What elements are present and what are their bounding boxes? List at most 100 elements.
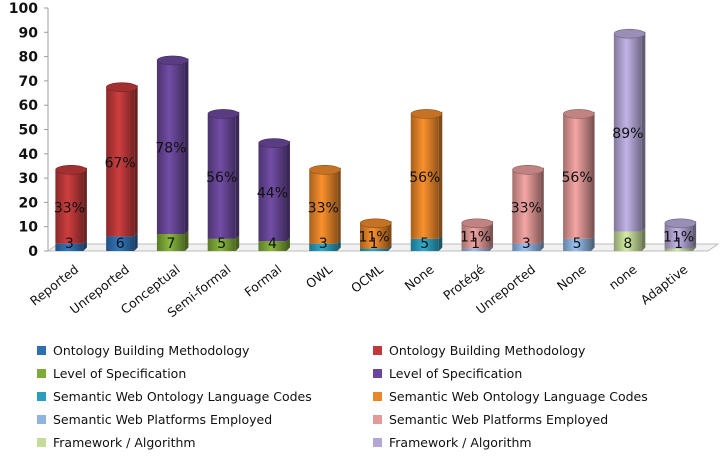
bar-count-segment-side bbox=[286, 237, 290, 251]
x-category-label: None bbox=[554, 261, 589, 293]
bar-top-cap bbox=[562, 109, 595, 119]
bar-percent-label: 89% bbox=[612, 126, 643, 142]
bar-percent-segment bbox=[512, 170, 541, 244]
bar-count-segment bbox=[106, 236, 135, 251]
chart-legend: Ontology Building Methodology Ontology Bu… bbox=[0, 341, 728, 459]
bar-percent-label: 44% bbox=[257, 186, 288, 202]
bar-count-segment-side bbox=[692, 245, 697, 251]
bar-count-label: 5 bbox=[420, 236, 429, 252]
bar-group bbox=[55, 165, 87, 251]
bar-count-label: 3 bbox=[522, 236, 531, 252]
bar-percent-label: 56% bbox=[206, 170, 237, 186]
bar-count-segment-side bbox=[83, 240, 87, 251]
bar-percent-label: 78% bbox=[155, 141, 186, 157]
legend-swatch bbox=[37, 392, 46, 401]
bar-top-cap bbox=[664, 218, 697, 229]
bar-percent-segment-side bbox=[692, 220, 697, 249]
bar-count-segment bbox=[207, 238, 236, 251]
bar-percent-label: 33% bbox=[54, 200, 85, 216]
x-category-label: none bbox=[606, 261, 640, 292]
bar-group bbox=[613, 28, 646, 251]
bar-percent-segment bbox=[664, 224, 693, 249]
bar-count-segment-side bbox=[337, 240, 341, 251]
bar-group bbox=[562, 109, 595, 251]
legend-swatch bbox=[37, 415, 46, 424]
bar-count-segment-side bbox=[489, 245, 494, 251]
bar-group bbox=[664, 218, 697, 251]
y-tick-label: 70 bbox=[19, 74, 39, 90]
bar-count-segment bbox=[360, 248, 388, 251]
bar-percent-segment bbox=[106, 88, 135, 237]
bar-count-segment-side bbox=[540, 240, 544, 251]
x-category-label: Formal bbox=[241, 262, 284, 300]
bar-percent-segment-side bbox=[286, 140, 290, 242]
legend-swatch bbox=[373, 369, 382, 378]
y-tick-label: 100 bbox=[9, 1, 38, 17]
bar-count-label: 1 bbox=[471, 236, 480, 252]
bar-count-label: 8 bbox=[623, 236, 632, 252]
bar-percent-segment-side bbox=[591, 111, 595, 239]
bar-top-cap bbox=[410, 109, 443, 119]
bar-percent-segment-side bbox=[438, 111, 443, 239]
bar-count-segment bbox=[664, 248, 693, 251]
bar-top-cap bbox=[207, 109, 240, 119]
bar-top-cap bbox=[55, 165, 87, 175]
bar-count-segment bbox=[461, 248, 490, 251]
legend-label: Ontology Building Methodology bbox=[389, 343, 586, 358]
legend-item: Semantic Web Ontology Language Codes bbox=[373, 389, 648, 404]
bar-count-segment-side bbox=[235, 235, 240, 251]
bar-count-label: 5 bbox=[573, 236, 582, 252]
bar-count-segment-side bbox=[591, 235, 595, 251]
y-tick-label: 60 bbox=[19, 98, 39, 114]
x-category-label: None bbox=[402, 261, 437, 293]
legend-label: Semantic Web Ontology Language Codes bbox=[53, 389, 312, 404]
bar-count-segment bbox=[55, 243, 84, 251]
legend-label: Level of Specification bbox=[389, 366, 523, 381]
legend-swatch bbox=[37, 346, 46, 355]
bar-group bbox=[156, 55, 189, 251]
bar-count-segment bbox=[156, 233, 185, 251]
bar-top-cap bbox=[156, 55, 189, 66]
bar-count-label: 3 bbox=[65, 236, 74, 252]
bar-count-segment-side bbox=[184, 230, 189, 251]
bar-chart: 0102030405060708090100333%667%778%556%44… bbox=[9, 1, 720, 320]
bar-percent-segment bbox=[156, 61, 185, 234]
bar-percent-segment bbox=[410, 114, 439, 239]
bar-group bbox=[461, 218, 494, 251]
bar-count-segment bbox=[309, 243, 338, 251]
bar-percent-label: 33% bbox=[511, 200, 542, 216]
legend-swatch bbox=[373, 346, 382, 355]
bar-count-label: 3 bbox=[319, 236, 328, 252]
bar-group bbox=[207, 109, 240, 251]
bar-percent-segment bbox=[207, 114, 236, 239]
legend-item: Level of Specification bbox=[373, 366, 522, 381]
bar-top-cap bbox=[359, 218, 392, 229]
bar-percent-label: 67% bbox=[105, 155, 136, 171]
bar-count-label: 1 bbox=[370, 236, 379, 252]
bar-percent-segment bbox=[55, 170, 84, 244]
y-tick-label: 0 bbox=[28, 244, 38, 260]
bar-percent-label: 56% bbox=[562, 170, 593, 186]
y-tick-label: 10 bbox=[19, 220, 39, 236]
bar-count-segment-side bbox=[388, 245, 392, 251]
bar-group bbox=[410, 109, 443, 251]
bar-percent-segment-side bbox=[540, 167, 544, 244]
bar-percent-segment bbox=[563, 114, 592, 239]
bar-top-cap bbox=[613, 28, 646, 39]
bar-percent-segment-side bbox=[388, 220, 392, 249]
y-tick-label: 30 bbox=[19, 171, 39, 187]
bar-percent-segment-side bbox=[134, 84, 138, 237]
legend-label: Framework / Algorithm bbox=[389, 435, 532, 450]
bar-percent-segment bbox=[258, 144, 287, 242]
bar-group bbox=[309, 165, 341, 251]
bar-count-segment bbox=[410, 238, 439, 251]
x-category-label: OWL bbox=[303, 262, 335, 292]
bar-count-label: 7 bbox=[166, 236, 175, 252]
bar-percent-segment-side bbox=[489, 220, 494, 249]
legend-label: Ontology Building Methodology bbox=[53, 343, 250, 358]
y-tick-label: 40 bbox=[19, 147, 39, 163]
x-category-label: Adaptive bbox=[638, 261, 691, 307]
bar-count-segment-side bbox=[134, 232, 138, 251]
bar-top-cap bbox=[309, 165, 341, 175]
bar-percent-segment bbox=[309, 170, 338, 244]
